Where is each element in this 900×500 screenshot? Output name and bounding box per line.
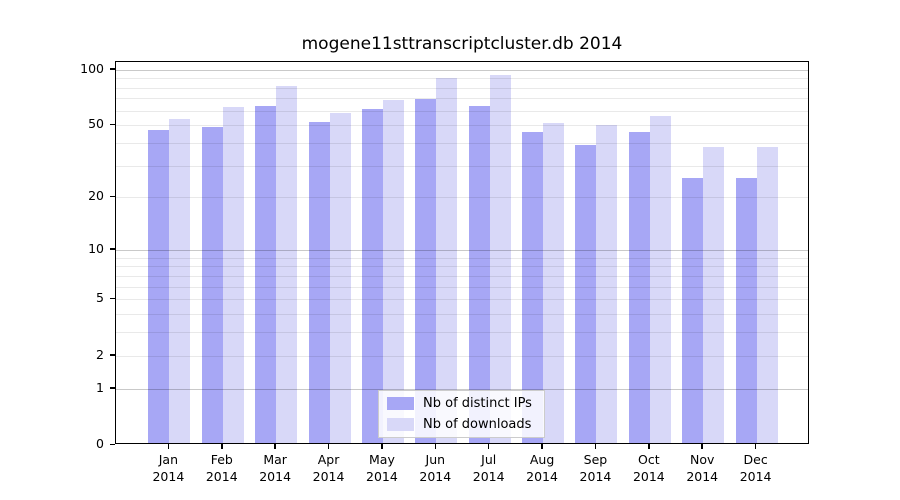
y-tick-mark <box>110 443 115 445</box>
bar-downloads <box>436 77 458 443</box>
legend-item-downloads: Nb of downloads <box>387 416 544 434</box>
bar-distinct-ips <box>361 108 383 443</box>
y-tick-mark <box>110 297 115 300</box>
x-tick-label: Dec 2014 <box>739 452 772 484</box>
y-tick-mark <box>110 68 115 70</box>
gridline <box>116 286 808 288</box>
gridline <box>116 266 808 268</box>
y-tick-label: 100 <box>80 60 104 76</box>
gridline <box>116 143 808 144</box>
x-tick-mark <box>434 444 437 449</box>
x-tick-mark <box>167 444 170 449</box>
x-tick-label: Jun 2014 <box>419 452 452 484</box>
y-tick-label: 50 <box>88 116 104 132</box>
gridline <box>116 314 808 316</box>
legend-swatch-downloads <box>387 418 414 431</box>
legend-label-distinct-ips: Nb of distinct IPs <box>423 396 532 411</box>
gridline <box>116 257 808 259</box>
legend-swatch-distinct-ips <box>387 397 414 410</box>
y-tick-mark <box>110 123 115 126</box>
y-tick-label: 10 <box>88 240 104 256</box>
bar-distinct-ips <box>575 145 597 443</box>
y-tick-mark <box>110 387 115 389</box>
bar-downloads <box>222 107 244 443</box>
plot-area <box>115 61 809 444</box>
y-tick-label: 2 <box>96 346 104 362</box>
gridline <box>116 275 808 277</box>
bar-distinct-ips <box>415 98 437 443</box>
x-tick-mark <box>381 444 383 449</box>
legend-label-downloads: Nb of downloads <box>423 417 532 432</box>
x-tick-label: Feb 2014 <box>205 452 238 484</box>
x-tick-mark <box>327 444 330 449</box>
gridline <box>116 388 808 390</box>
gridline <box>116 78 808 80</box>
x-tick-label: Oct 2014 <box>632 452 665 484</box>
gridline <box>116 125 808 127</box>
y-tick-mark <box>110 195 115 198</box>
bar-distinct-ips <box>628 131 650 443</box>
bars-layer <box>116 62 808 443</box>
bar-downloads <box>489 75 511 443</box>
y-tick-mark <box>110 354 115 356</box>
x-tick-label: Mar 2014 <box>259 452 292 484</box>
bar-distinct-ips <box>148 129 170 443</box>
x-tick-label: Sep 2014 <box>579 452 612 484</box>
y-tick-label: 1 <box>96 379 104 395</box>
gridline <box>116 250 808 251</box>
x-tick-label: Aug 2014 <box>526 452 558 484</box>
x-tick-mark <box>487 444 490 449</box>
x-tick-mark <box>701 444 703 449</box>
gridline <box>116 69 808 71</box>
y-tick-label: 20 <box>88 188 104 204</box>
x-tick-mark <box>274 444 276 449</box>
bar-distinct-ips <box>255 106 277 443</box>
x-tick-label: Jul 2014 <box>472 452 505 484</box>
bar-downloads <box>756 147 778 443</box>
y-tick-label: 5 <box>96 290 104 306</box>
x-tick-label: Jan 2014 <box>152 452 185 484</box>
bar-downloads <box>703 147 725 443</box>
x-tick-mark <box>541 444 543 449</box>
gridline <box>116 98 808 100</box>
y-tick-mark <box>110 248 115 250</box>
bar-distinct-ips <box>468 106 490 443</box>
gridline <box>116 355 808 357</box>
legend-item-distinct-ips: Nb of distinct IPs <box>387 395 544 413</box>
bar-downloads <box>169 118 191 443</box>
bar-distinct-ips <box>735 178 757 443</box>
bar-downloads <box>382 99 404 443</box>
bar-distinct-ips <box>201 126 223 443</box>
bar-downloads <box>543 123 565 443</box>
x-tick-label: May 2014 <box>366 452 398 484</box>
grid-layer <box>116 62 808 443</box>
bar-distinct-ips <box>308 121 330 443</box>
legend: Nb of distinct IPs Nb of downloads <box>378 390 545 438</box>
x-tick-mark <box>221 444 223 449</box>
x-tick-label: Apr 2014 <box>312 452 345 484</box>
bar-downloads <box>596 124 618 443</box>
gridline <box>116 299 808 301</box>
bar-downloads <box>329 112 351 443</box>
gridline <box>116 197 808 199</box>
gridline <box>116 332 808 334</box>
bar-downloads <box>649 115 671 443</box>
x-tick-mark <box>648 444 650 449</box>
gridline <box>116 110 808 112</box>
bar-distinct-ips <box>522 131 544 443</box>
y-tick-label: 0 <box>96 436 104 451</box>
x-tick-mark <box>594 444 597 449</box>
x-tick-mark <box>754 444 757 449</box>
bar-downloads <box>276 85 298 443</box>
gridline <box>116 87 808 89</box>
chart-title: mogene11sttranscriptcluster.db 2014 <box>301 34 623 54</box>
bar-distinct-ips <box>682 178 704 443</box>
gridline <box>116 165 808 167</box>
x-tick-label: Nov 2014 <box>686 452 719 484</box>
